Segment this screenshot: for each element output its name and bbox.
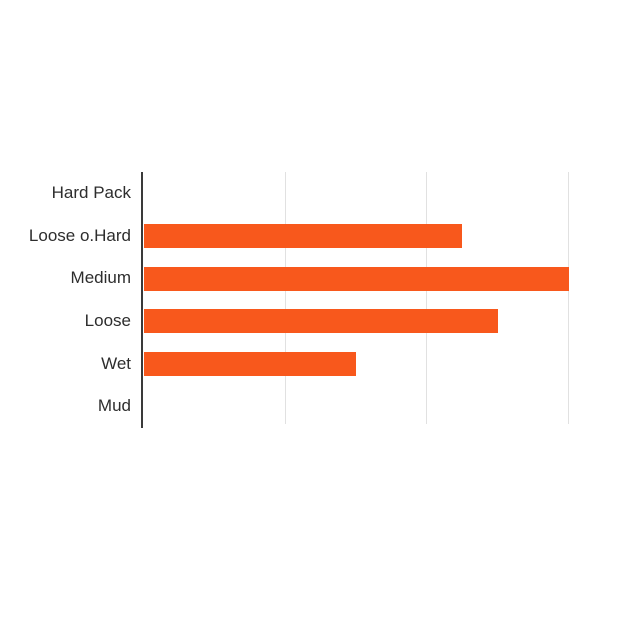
plot-area — [141, 172, 610, 428]
category-label: Loose o.Hard — [28, 225, 131, 245]
gridline — [426, 172, 428, 424]
category-labels: Hard Pack Loose o.Hard Medium Loose Wet Mud — [0, 172, 131, 428]
category-label: Wet — [101, 353, 131, 373]
bar — [144, 309, 498, 334]
category-label: Loose — [84, 311, 131, 330]
y-axis-line — [141, 172, 143, 428]
gridline — [567, 172, 569, 424]
bar — [144, 266, 569, 291]
category-label: Mud — [97, 396, 131, 416]
gridline — [284, 172, 286, 424]
bar — [144, 224, 463, 248]
bar — [144, 352, 357, 376]
category-label: Hard Pack — [51, 183, 131, 202]
category-label: Medium — [70, 268, 131, 288]
